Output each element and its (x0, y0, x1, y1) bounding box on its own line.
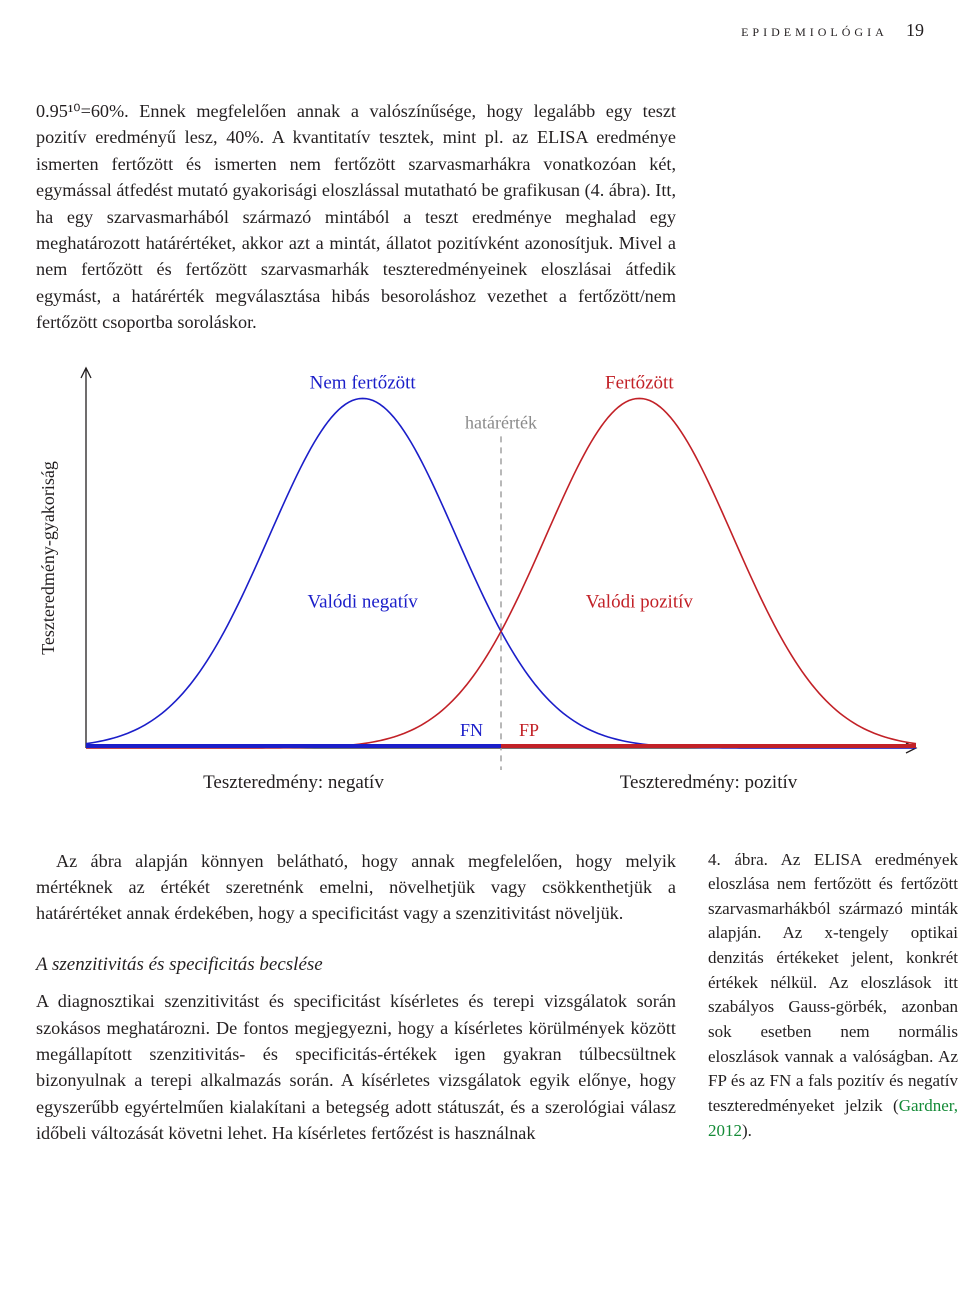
label-true-positive: Valódi pozitív (586, 591, 694, 612)
caption-lead: 4. ábra. (708, 850, 781, 869)
page-number: 19 (906, 20, 924, 40)
lower-paragraph-1: Az ábra alapján könnyen belátható, hogy … (36, 848, 676, 927)
y-axis-label: Teszteredmény-gyakoriság (38, 461, 58, 655)
baseline-positive-bar (501, 744, 916, 748)
threshold-label: határérték (465, 412, 537, 432)
figure-4: Teszteredmény-gyakoriság határérték Nem fe… (36, 358, 924, 818)
running-header: epidemiológia 19 (741, 20, 924, 41)
label-infected: Fertőzött (605, 372, 674, 393)
lower-paragraph-2: A diagnosztikai szenzitivitást és specif… (36, 988, 676, 1146)
label-fp: FP (519, 720, 539, 740)
section-title: epidemiológia (741, 21, 888, 40)
label-not-infected: Nem fertőzött (310, 372, 417, 393)
section-heading: A szenzitivitás és specificitás becslése (36, 951, 676, 979)
caption-body: Az ELISA eredmények eloszlása nem fertőz… (708, 850, 958, 1115)
distribution-diagram: Teszteredmény-gyakoriság határérték Nem fe… (36, 358, 926, 818)
baseline-negative-bar (86, 744, 501, 748)
label-test-positive: Teszteredmény: pozitív (620, 772, 798, 793)
caption-tail: ). (742, 1121, 752, 1140)
label-fn: FN (460, 720, 483, 740)
paragraph-text: 0.95¹⁰=60%. Ennek megfelelően annak a va… (36, 101, 676, 332)
main-paragraph: 0.95¹⁰=60%. Ennek megfelelően annak a va… (36, 98, 676, 336)
label-test-negative: Teszteredmény: negatív (203, 772, 384, 793)
figure-caption: 4. ábra. Az ELISA eredmények eloszlása n… (708, 848, 958, 1144)
label-true-negative: Valódi negatív (308, 591, 419, 612)
